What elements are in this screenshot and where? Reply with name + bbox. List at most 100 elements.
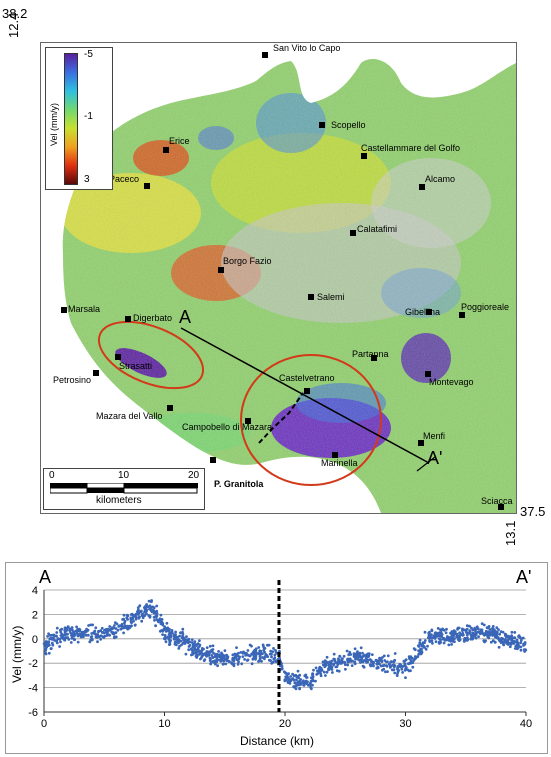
data-point (420, 651, 423, 655)
legend-tick-bottom: 3 (84, 174, 90, 185)
data-point (334, 665, 338, 669)
data-point (147, 614, 151, 617)
data-point (403, 663, 407, 667)
data-point (324, 663, 328, 667)
data-point (433, 637, 437, 640)
data-point (393, 652, 397, 655)
profile-chart: 420-2-4-60 10 20 30 40 (28, 580, 532, 730)
data-point (287, 672, 290, 675)
data-point (187, 648, 191, 652)
data-point (205, 646, 209, 649)
data-point (177, 647, 181, 650)
data-point (452, 632, 456, 636)
data-point (155, 604, 159, 608)
data-point (123, 624, 127, 627)
town-label: Calatafimi (357, 224, 398, 234)
data-point (183, 641, 187, 645)
town-marker (419, 184, 425, 190)
data-point (205, 654, 209, 658)
data-point (208, 650, 212, 654)
town-marker (144, 183, 150, 189)
data-point (471, 633, 474, 636)
data-point (426, 644, 429, 648)
data-point (50, 638, 54, 641)
data-point (338, 654, 342, 658)
data-point (254, 649, 258, 653)
data-point (133, 623, 137, 627)
data-point (342, 654, 346, 658)
data-point (404, 676, 407, 679)
data-point (386, 670, 389, 673)
data-point (129, 620, 133, 623)
data-point (70, 628, 74, 632)
data-point (145, 605, 149, 609)
data-point (334, 661, 338, 665)
data-point (502, 640, 506, 644)
data-point (516, 641, 519, 645)
data-point (185, 635, 188, 639)
data-point (196, 642, 200, 646)
data-point (257, 660, 260, 663)
data-point (416, 655, 420, 658)
data-point (294, 687, 298, 691)
lon-left-label: 12.4 (6, 12, 21, 38)
data-point (44, 652, 48, 656)
data-point (46, 635, 49, 638)
data-point (498, 632, 502, 636)
data-point (175, 643, 178, 647)
data-point (271, 650, 275, 654)
data-point (340, 657, 344, 661)
data-point (345, 649, 349, 653)
town-marker (115, 354, 121, 360)
data-point (311, 683, 314, 687)
data-point (289, 679, 293, 683)
data-point (152, 609, 156, 612)
data-point (318, 670, 322, 674)
data-point (154, 615, 158, 619)
data-point (190, 648, 194, 652)
data-point (199, 649, 203, 653)
data-point (360, 660, 364, 663)
data-point (110, 627, 114, 631)
data-point (431, 641, 434, 645)
data-point (495, 626, 499, 630)
data-point (166, 626, 170, 630)
data-point (322, 670, 326, 674)
town-label: Scopello (331, 120, 366, 130)
data-point (375, 659, 379, 663)
data-point (487, 625, 491, 628)
data-point (311, 672, 315, 676)
town-label: Borgo Fazio (223, 256, 272, 266)
data-point (251, 653, 254, 656)
data-point (433, 633, 437, 637)
x-tick-label: 20 (279, 718, 291, 730)
town-label: Gibellina (405, 307, 441, 317)
data-point (343, 663, 347, 666)
data-point (491, 625, 495, 628)
data-point (375, 662, 379, 666)
data-point (94, 626, 98, 630)
data-point (514, 644, 518, 648)
data-point (116, 628, 120, 632)
data-point (296, 669, 300, 673)
data-point (178, 644, 181, 648)
data-point (310, 687, 313, 691)
data-point (215, 654, 219, 658)
data-point (237, 657, 241, 661)
data-point (298, 687, 301, 691)
data-point (468, 630, 472, 634)
data-point (418, 638, 422, 642)
data-point (143, 610, 147, 614)
data-point (202, 659, 206, 662)
data-point (351, 659, 354, 663)
data-point (181, 630, 184, 634)
data-point (353, 647, 357, 651)
data-point (296, 682, 300, 685)
data-point (169, 639, 173, 642)
data-point (473, 635, 477, 638)
data-point (159, 613, 163, 617)
data-point (106, 628, 109, 631)
data-point (75, 625, 78, 629)
data-point (177, 641, 181, 645)
data-point (91, 631, 95, 635)
